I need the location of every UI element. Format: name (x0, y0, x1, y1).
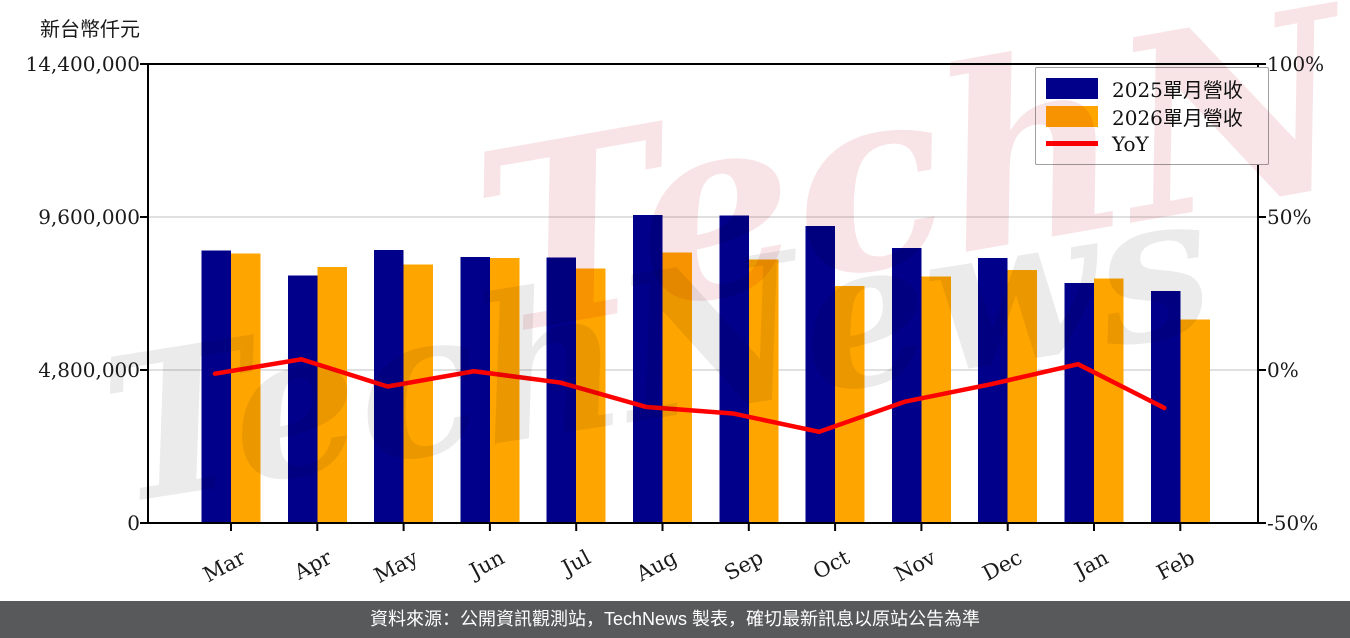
x-tick-label-Jul: Jul (556, 545, 595, 581)
x-tick-label-Sep: Sep (720, 545, 767, 585)
legend-item-2025: 2025單月營收 (1046, 75, 1258, 102)
bar-2026-Sep (748, 259, 779, 523)
x-tick-label-Jan: Jan (1069, 545, 1112, 583)
bar-2025-Jun (460, 256, 490, 523)
legend-item-yoy: YoY (1046, 130, 1258, 157)
bar-2025-Sep (719, 215, 749, 523)
x-tick-label-Apr: Apr (289, 545, 336, 585)
x-tick-label-Dec: Dec (979, 545, 1026, 585)
bar-2026-Oct (835, 285, 865, 523)
bar-2025-Oct (805, 225, 836, 524)
source-attribution-bar: 資料來源：公開資訊觀測站，TechNews 製表，確切最新訊息以原站公告為準 (0, 601, 1350, 638)
legend-swatch-yoy (1046, 141, 1098, 146)
bar-2026-Apr (317, 267, 347, 523)
bar-2026-Mar (231, 253, 261, 523)
bar-2025-Nov (891, 247, 922, 523)
left-tick-label: 4,800,000 (38, 358, 140, 382)
x-tick-label-Nov: Nov (891, 545, 940, 586)
bar-2025-Jan (1064, 282, 1094, 523)
revenue-bar-chart: 0 4,800,000 9,600,000 14,400,000 -50% 0% 50% 10… (25, 52, 1324, 588)
right-tick-label: 100% (1267, 52, 1324, 76)
left-tick-label: 0 (127, 511, 140, 535)
bar-2026-Aug (662, 252, 692, 523)
right-tick-label: 50% (1267, 205, 1311, 229)
bar-2025-Aug (633, 215, 663, 523)
left-axis-unit-label: 新台幣仟元 (40, 17, 140, 41)
x-tick-label-Oct: Oct (809, 545, 854, 584)
right-tick-label: 0% (1267, 358, 1299, 382)
legend-label-2025: 2025單月營收 (1112, 78, 1243, 102)
bar-2026-Jun (489, 257, 520, 523)
legend-label-2026: 2026單月營收 (1112, 105, 1243, 130)
legend-item-2026: 2026單月營收 (1046, 103, 1258, 130)
bar-2025-Dec (978, 258, 1008, 523)
x-tick-label-Aug: Aug (631, 545, 680, 586)
bar-2026-May (403, 264, 434, 523)
x-tick-label-May: May (370, 545, 422, 588)
legend-label-yoy: YoY (1112, 131, 1149, 156)
bar-2026-Feb (1180, 319, 1210, 523)
bar-2026-Dec (1007, 270, 1038, 523)
plot-frame (147, 63, 1259, 524)
bar-2026-Nov (921, 276, 951, 523)
legend-swatch-2026 (1046, 105, 1098, 127)
bar-2025-Jul (546, 257, 577, 523)
bar-2025-Mar (201, 250, 231, 523)
x-tick-label-Jun: Jun (464, 545, 508, 584)
bar-2026-Jan (1094, 278, 1124, 523)
legend-swatch-2025 (1046, 78, 1098, 99)
yoy-line (212, 357, 1167, 435)
x-tick-label-Feb: Feb (1153, 545, 1199, 585)
left-tick-label: 9,600,000 (38, 205, 140, 229)
bar-2025-Apr (287, 275, 318, 523)
x-tick-label-Mar: Mar (199, 545, 250, 587)
left-tick-label: 14,400,000 (25, 52, 140, 76)
right-tick-label: -50% (1267, 511, 1318, 535)
legend: 2025單月營收 2026單月營收 YoY (1035, 67, 1269, 165)
